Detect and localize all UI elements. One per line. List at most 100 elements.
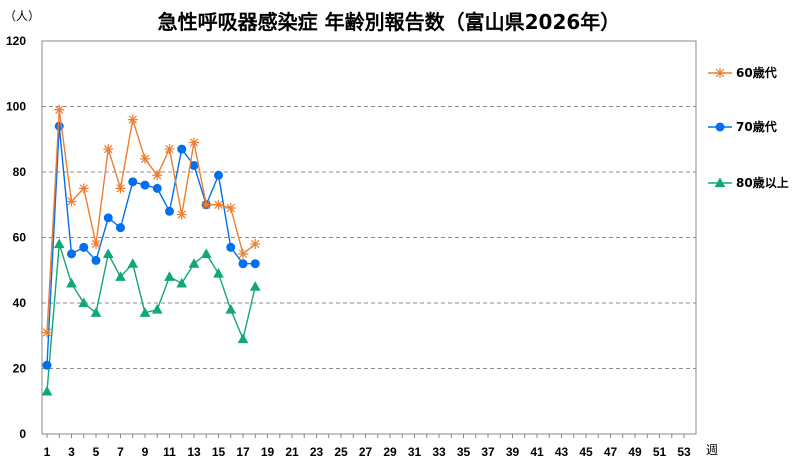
data-point — [128, 177, 138, 187]
data-point — [715, 122, 725, 132]
y-axis-unit-label: （人） — [4, 9, 40, 23]
legend-item: 70歳代 — [708, 119, 777, 134]
x-tick-label: 13 — [187, 445, 201, 459]
data-point — [78, 183, 89, 194]
data-point — [225, 304, 237, 314]
data-point — [115, 271, 126, 281]
x-tick-label: 1 — [44, 445, 51, 459]
data-point — [200, 248, 212, 258]
data-point — [225, 203, 236, 214]
data-point — [66, 196, 77, 207]
x-tick-label: 17 — [236, 445, 250, 459]
x-tick-label: 33 — [432, 445, 446, 459]
data-point — [165, 206, 174, 216]
series-line — [46, 243, 256, 392]
x-tick-label: 41 — [530, 445, 544, 459]
x-tick-label: 47 — [604, 445, 618, 459]
x-tick-label: 45 — [579, 445, 593, 459]
data-point — [152, 170, 163, 181]
data-point — [249, 281, 261, 291]
data-point — [66, 277, 77, 288]
data-point — [115, 183, 126, 194]
x-tick-label: 19 — [261, 445, 275, 459]
data-point — [177, 144, 187, 154]
x-tick-label: 53 — [677, 445, 691, 459]
data-point — [91, 255, 101, 265]
legend-label: 60歳代 — [736, 65, 777, 80]
data-point — [116, 223, 125, 233]
data-point — [237, 333, 249, 344]
y-tick-label: 0 — [19, 427, 26, 441]
x-tick-label: 39 — [506, 445, 520, 459]
data-point — [79, 242, 89, 252]
legend-item: 60歳代 — [708, 65, 777, 80]
data-point — [238, 248, 248, 259]
data-point — [127, 258, 139, 268]
data-point — [201, 199, 212, 210]
data-point — [140, 180, 150, 190]
data-point — [152, 183, 162, 193]
series-1 — [42, 104, 261, 338]
data-point — [103, 213, 113, 223]
series-3 — [41, 238, 261, 396]
data-point — [90, 307, 102, 317]
data-point — [176, 209, 187, 220]
x-tick-label: 3 — [68, 445, 75, 459]
data-point — [127, 114, 138, 125]
data-point — [42, 360, 52, 370]
x-tick-label: 51 — [653, 445, 667, 459]
data-point — [42, 327, 52, 338]
x-tick-label: 31 — [408, 445, 422, 459]
y-tick-label: 40 — [13, 296, 27, 310]
x-tick-label: 49 — [628, 445, 642, 459]
legend-label: 80歳以上 — [736, 175, 789, 190]
y-tick-label: 120 — [6, 34, 26, 48]
x-tick-label: 29 — [383, 445, 397, 459]
data-point — [151, 304, 163, 314]
data-point — [53, 238, 65, 249]
x-tick-label: 23 — [310, 445, 324, 459]
data-point — [91, 239, 101, 250]
series-group — [41, 104, 261, 396]
x-tick-label: 25 — [334, 445, 348, 459]
y-tick-label: 60 — [13, 231, 27, 245]
data-point — [214, 170, 223, 180]
x-tick-label: 43 — [555, 445, 569, 459]
data-point — [78, 297, 90, 308]
data-point — [250, 239, 261, 250]
legend-label: 70歳代 — [736, 119, 777, 134]
data-point — [54, 104, 65, 115]
x-tick-label: 27 — [359, 445, 373, 459]
x-tick-label: 35 — [457, 445, 471, 459]
series-2 — [42, 121, 260, 370]
grid-lines — [42, 106, 696, 369]
data-point — [250, 259, 260, 269]
legend-item: 80歳以上 — [708, 175, 789, 190]
data-point — [226, 242, 236, 252]
series-line — [46, 126, 256, 366]
data-point — [188, 258, 200, 268]
x-tick-label: 7 — [117, 445, 124, 459]
data-point — [238, 259, 248, 269]
data-point — [102, 248, 114, 258]
chart-title: 急性呼吸器感染症 年齢別報告数（富山県2026年） — [158, 10, 621, 34]
data-point — [164, 271, 175, 281]
data-point — [715, 68, 725, 78]
data-point — [103, 144, 114, 155]
data-point — [67, 249, 76, 259]
data-point — [213, 267, 224, 278]
x-tick-label: 21 — [285, 445, 299, 459]
data-point — [41, 385, 53, 396]
x-tick-label: 15 — [212, 445, 226, 459]
data-point — [714, 177, 726, 188]
x-axis-unit-label: 週 — [706, 443, 718, 457]
data-point — [139, 307, 151, 317]
data-point — [164, 144, 175, 155]
data-point — [140, 153, 150, 164]
x-tick-label: 11 — [163, 445, 176, 459]
y-tick-label: 20 — [13, 362, 27, 376]
data-point — [176, 277, 188, 288]
